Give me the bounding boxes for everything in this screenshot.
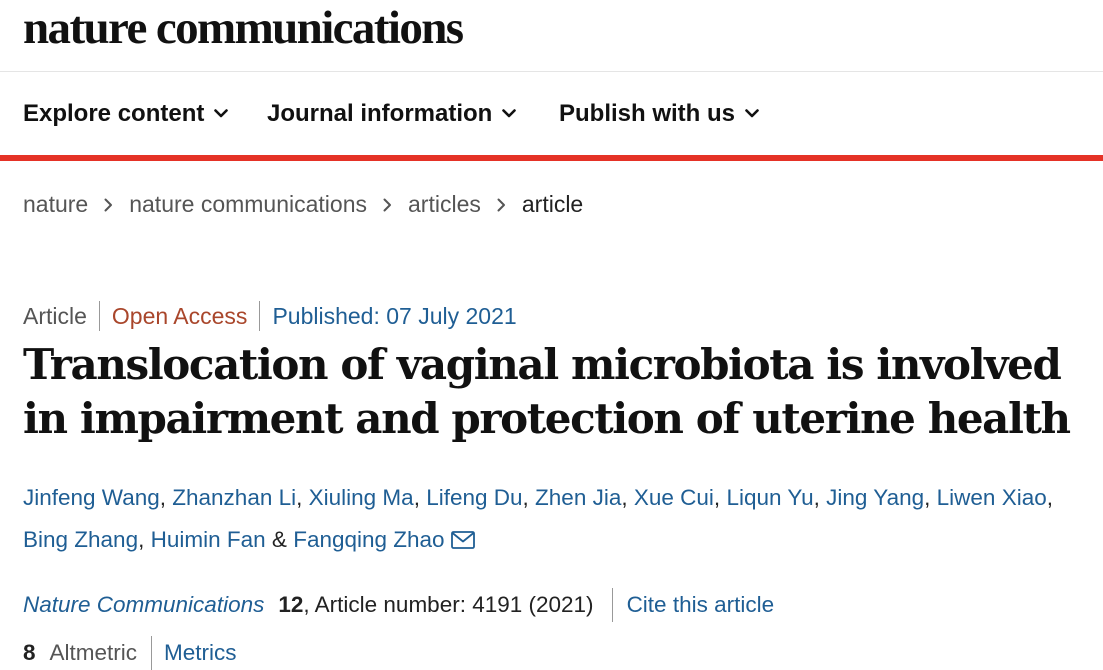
envelope-icon[interactable]: [450, 521, 475, 563]
nav-item-label: Journal information: [267, 99, 493, 127]
author-link[interactable]: Jing Yang: [826, 485, 925, 510]
article-meta: Article Open Access Published: 07 July 2…: [23, 300, 517, 332]
chevron-right-icon: [497, 198, 506, 212]
chevron-right-icon: [383, 198, 392, 212]
author-joiner: &: [271, 527, 287, 552]
divider: [151, 636, 153, 670]
breadcrumb-nature[interactable]: nature: [23, 191, 89, 217]
chevron-down-icon: [502, 109, 517, 118]
cite-this-article-link[interactable]: Cite this article: [626, 592, 775, 617]
author-link[interactable]: Jinfeng Wang: [23, 485, 160, 510]
altmetric-label: Altmetric: [49, 640, 138, 665]
breadcrumb-nature-communications[interactable]: nature communications: [129, 191, 368, 217]
author-link[interactable]: Xue Cui: [633, 485, 714, 510]
article-type: Article: [23, 302, 87, 329]
site-logo[interactable]: nature communications: [23, 2, 464, 54]
nav-publish-with-us[interactable]: Publish with us: [559, 72, 759, 155]
chevron-down-icon: [214, 109, 229, 118]
metrics-row: 8 Altmetric Metrics: [23, 636, 237, 670]
breadcrumb: nature nature communications articles ar…: [23, 191, 583, 218]
author-link[interactable]: Liwen Xiao: [936, 485, 1047, 510]
published-date: Published: 07 July 2021: [272, 302, 517, 329]
main-nav: Explore content Journal information Publ…: [0, 72, 1103, 161]
journal-name[interactable]: Nature Communications: [23, 592, 265, 617]
author-link[interactable]: Liqun Yu: [726, 485, 814, 510]
chevron-down-icon: [745, 109, 759, 118]
citation-row: Nature Communications 12, Article number…: [23, 588, 774, 622]
divider: [259, 301, 261, 331]
divider: [611, 588, 613, 622]
nav-explore-content[interactable]: Explore content: [23, 72, 229, 155]
altmetric-count: 8: [23, 640, 36, 665]
chevron-right-icon: [104, 198, 113, 212]
breadcrumb-article: article: [521, 191, 584, 217]
volume-number: 12: [278, 592, 304, 617]
nav-item-label: Explore content: [23, 99, 205, 127]
author-link[interactable]: Xiuling Ma: [308, 485, 414, 510]
author-list: Jinfeng Wang, Zhanzhan Li, Xiuling Ma, L…: [23, 477, 1098, 563]
author-link[interactable]: Bing Zhang: [23, 527, 139, 552]
open-access-badge: Open Access: [111, 302, 248, 329]
site-header: nature communications: [0, 0, 1103, 72]
metrics-link[interactable]: Metrics: [164, 640, 237, 665]
article-number: , Article number: 4191 (2021): [303, 592, 594, 617]
breadcrumb-articles[interactable]: articles: [408, 191, 481, 217]
author-link[interactable]: Zhanzhan Li: [172, 485, 297, 510]
author-link[interactable]: Zhen Jia: [535, 485, 622, 510]
author-link[interactable]: Lifeng Du: [426, 485, 523, 510]
article-title: Translocation of vaginal microbiota is i…: [23, 340, 1071, 443]
author-link[interactable]: Fangqing Zhao: [293, 527, 445, 552]
nav-journal-information[interactable]: Journal information: [267, 72, 517, 155]
author-link[interactable]: Huimin Fan: [150, 527, 266, 552]
divider: [98, 301, 100, 331]
nav-item-label: Publish with us: [559, 99, 736, 127]
